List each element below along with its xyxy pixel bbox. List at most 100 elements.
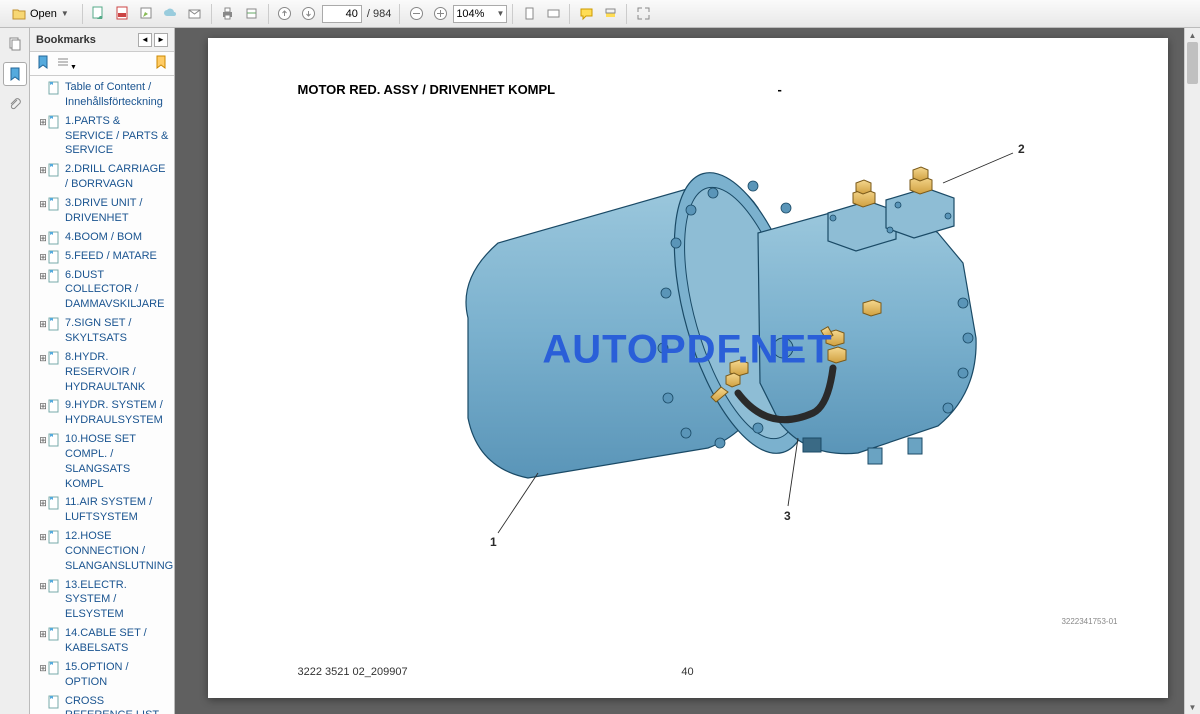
bookmark-add-icon[interactable] bbox=[154, 55, 168, 72]
scroll-down-icon[interactable]: ▼ bbox=[1185, 700, 1200, 714]
bookmarks-toolbar: ▼ bbox=[30, 52, 174, 76]
highlight-icon[interactable] bbox=[599, 3, 621, 25]
document-viewer[interactable]: MOTOR RED. ASSY / DRIVENHET KOMPL - bbox=[175, 28, 1200, 714]
email-icon[interactable] bbox=[184, 3, 206, 25]
bookmark-item[interactable]: CROSS REFERENCE LIST bbox=[30, 692, 174, 714]
bookmark-label: 13.ELECTR. SYSTEM / ELSYSTEM bbox=[65, 578, 170, 623]
bookmark-item[interactable]: Table of Content / Innehållsförteckning bbox=[30, 78, 174, 112]
fullscreen-icon[interactable] bbox=[632, 3, 654, 25]
scroll-up-icon[interactable]: ▲ bbox=[1185, 28, 1200, 42]
bookmarks-tab-icon[interactable] bbox=[3, 62, 27, 86]
bookmark-page-icon bbox=[48, 627, 62, 641]
bookmark-prev-icon[interactable]: ◄ bbox=[138, 33, 152, 47]
page-total: / 984 bbox=[367, 8, 391, 20]
bookmark-page-icon bbox=[48, 115, 62, 129]
bookmark-item[interactable]: ⊞ 8.HYDR. RESERVOIR / HYDRAULTANK bbox=[30, 348, 174, 397]
bookmark-page-icon bbox=[48, 579, 62, 593]
bookmarks-header: Bookmarks ◄ ► bbox=[30, 28, 174, 52]
bookmark-label: 6.DUST COLLECTOR / DAMMAVSKILJARE bbox=[65, 268, 170, 313]
expand-icon[interactable]: ⊞ bbox=[38, 497, 48, 509]
expand-icon[interactable]: ⊞ bbox=[38, 270, 48, 282]
bookmark-item[interactable]: ⊞ 10.HOSE SET COMPL. / SLANGSATS KOMPL bbox=[30, 430, 174, 493]
bookmark-item[interactable]: ⊞ 2.DRILL CARRIAGE / BORRVAGN bbox=[30, 160, 174, 194]
expand-icon[interactable]: ⊞ bbox=[38, 251, 48, 263]
bookmark-item[interactable]: ⊞ 9.HYDR. SYSTEM / HYDRAULSYSTEM bbox=[30, 396, 174, 430]
bookmark-item[interactable]: ⊞3.DRIVE UNIT / DRIVENHET bbox=[30, 194, 174, 228]
bookmark-item[interactable]: ⊞14.CABLE SET / KABELSATS bbox=[30, 624, 174, 658]
bookmark-label: 15.OPTION / OPTION bbox=[65, 660, 170, 690]
doc-dash: - bbox=[778, 82, 782, 97]
expand-icon[interactable]: ⊞ bbox=[38, 232, 48, 244]
cloud-icon[interactable] bbox=[160, 3, 182, 25]
bookmark-page-icon bbox=[48, 250, 62, 264]
save-copy-icon[interactable] bbox=[88, 3, 110, 25]
bookmark-page-icon bbox=[48, 399, 62, 413]
page-input[interactable] bbox=[322, 5, 362, 23]
bookmark-page-icon bbox=[48, 231, 62, 245]
fit-width-icon[interactable] bbox=[542, 3, 564, 25]
expand-icon[interactable]: ⊞ bbox=[38, 628, 48, 640]
next-page-icon[interactable] bbox=[298, 3, 320, 25]
bookmark-new-icon[interactable] bbox=[36, 55, 50, 72]
bookmark-page-icon bbox=[48, 269, 62, 283]
expand-icon[interactable]: ⊞ bbox=[38, 580, 48, 592]
scroll-thumb[interactable] bbox=[1187, 42, 1198, 84]
bookmark-item[interactable]: ⊞1.PARTS & SERVICE / PARTS & SERVICE bbox=[30, 112, 174, 161]
bookmark-page-icon bbox=[48, 661, 62, 675]
bookmark-item[interactable]: ⊞ 12.HOSE CONNECTION / SLANGANSLUTNING bbox=[30, 527, 174, 576]
bookmark-page-icon bbox=[48, 496, 62, 510]
bookmark-page-icon bbox=[48, 351, 62, 365]
fit-page-icon[interactable] bbox=[518, 3, 540, 25]
expand-icon[interactable]: ⊞ bbox=[38, 662, 48, 674]
doc-part-number: 3222341753-01 bbox=[1061, 617, 1117, 626]
bookmark-label: 5.FEED / MATARE bbox=[65, 249, 170, 264]
bookmark-item[interactable]: ⊞ 13.ELECTR. SYSTEM / ELSYSTEM bbox=[30, 576, 174, 625]
bookmark-label: 10.HOSE SET COMPL. / SLANGSATS KOMPL bbox=[65, 432, 170, 491]
callout-2: 2 bbox=[1018, 142, 1025, 156]
annotate-icon[interactable] bbox=[136, 3, 158, 25]
expand-icon[interactable]: ⊞ bbox=[38, 434, 48, 446]
scan-icon[interactable] bbox=[241, 3, 263, 25]
bookmark-page-icon bbox=[48, 433, 62, 447]
expand-icon[interactable]: ⊞ bbox=[38, 531, 48, 543]
expand-icon[interactable]: ⊞ bbox=[38, 198, 48, 210]
bookmark-page-icon bbox=[48, 695, 62, 709]
expand-icon[interactable]: ⊞ bbox=[38, 116, 48, 128]
prev-page-icon[interactable] bbox=[274, 3, 296, 25]
bookmark-next-icon[interactable]: ► bbox=[154, 33, 168, 47]
zoom-select[interactable]: 104%▼ bbox=[453, 5, 507, 23]
comment-icon[interactable] bbox=[575, 3, 597, 25]
zoom-in-icon[interactable] bbox=[429, 3, 451, 25]
main-area: Bookmarks ◄ ► ▼ Table of Content / Inneh… bbox=[0, 28, 1200, 714]
open-label: Open bbox=[30, 8, 57, 20]
bookmark-page-icon bbox=[48, 197, 62, 211]
bookmark-label: 2.DRILL CARRIAGE / BORRVAGN bbox=[65, 162, 170, 192]
bookmark-label: 8.HYDR. RESERVOIR / HYDRAULTANK bbox=[65, 350, 170, 395]
open-button[interactable]: Open ▼ bbox=[4, 5, 77, 23]
expand-icon[interactable]: ⊞ bbox=[38, 400, 48, 412]
bookmark-label: 12.HOSE CONNECTION / SLANGANSLUTNING bbox=[65, 529, 173, 574]
pages-tab-icon[interactable] bbox=[3, 32, 27, 56]
bookmark-item[interactable]: ⊞ 6.DUST COLLECTOR / DAMMAVSKILJARE bbox=[30, 266, 174, 315]
bookmark-label: 9.HYDR. SYSTEM / HYDRAULSYSTEM bbox=[65, 398, 170, 428]
doc-title: MOTOR RED. ASSY / DRIVENHET KOMPL bbox=[298, 82, 556, 97]
bookmark-item[interactable]: ⊞11.AIR SYSTEM / LUFTSYSTEM bbox=[30, 493, 174, 527]
expand-icon[interactable]: ⊞ bbox=[38, 352, 48, 364]
attachments-tab-icon[interactable] bbox=[3, 92, 27, 116]
bookmark-item[interactable]: ⊞ 5.FEED / MATARE bbox=[30, 247, 174, 266]
export-pdf-icon[interactable] bbox=[112, 3, 134, 25]
expand-icon[interactable]: ⊞ bbox=[38, 318, 48, 330]
bookmark-options-icon[interactable]: ▼ bbox=[56, 55, 77, 72]
callout-1: 1 bbox=[490, 535, 497, 549]
print-icon[interactable] bbox=[217, 3, 239, 25]
bookmark-item[interactable]: ⊞7.SIGN SET / SKYLTSATS bbox=[30, 314, 174, 348]
bookmark-item[interactable]: ⊞ 15.OPTION / OPTION bbox=[30, 658, 174, 692]
motor-illustration: 2 1 3 bbox=[408, 138, 1048, 568]
zoom-out-icon[interactable] bbox=[405, 3, 427, 25]
document-page: MOTOR RED. ASSY / DRIVENHET KOMPL - bbox=[208, 38, 1168, 698]
bookmark-item[interactable]: ⊞4.BOOM / BOM bbox=[30, 228, 174, 247]
expand-icon[interactable]: ⊞ bbox=[38, 164, 48, 176]
bookmark-page-icon bbox=[48, 317, 62, 331]
callout-3: 3 bbox=[784, 509, 791, 523]
vertical-scrollbar[interactable]: ▲ ▼ bbox=[1184, 28, 1200, 714]
